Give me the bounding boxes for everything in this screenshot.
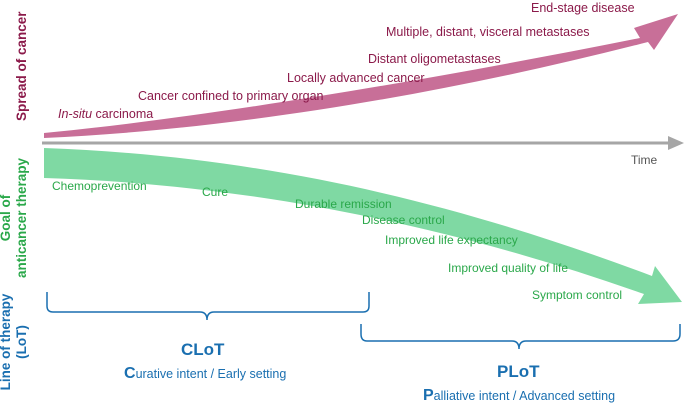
clot-subtitle: Curative intent / Early setting xyxy=(124,365,286,382)
goal-of-therapy-arrow xyxy=(44,148,682,304)
goal-cure: Cure xyxy=(202,185,228,199)
time-label: Time xyxy=(631,153,658,167)
spread-of-cancer-title: Spread of cancer xyxy=(14,11,29,121)
goal-of-therapy-title-line2: anticancer therapy xyxy=(14,157,29,278)
stage-multiple-metastases: Multiple, distant, visceral metastases xyxy=(386,25,590,39)
stage-oligometastases: Distant oligometastases xyxy=(368,52,501,66)
plot-subtitle: Palliative intent / Advanced setting xyxy=(423,387,615,404)
goal-of-therapy-title-line1: Goal of xyxy=(0,194,13,241)
plot-title: PLoT xyxy=(497,362,540,381)
stage-confined-to-organ: Cancer confined to primary organ xyxy=(138,89,324,103)
stage-in-situ-carcinoma: In-situ carcinoma xyxy=(58,107,153,121)
goal-disease-control: Disease control xyxy=(362,213,445,227)
goal-durable-remission: Durable remission xyxy=(295,197,392,211)
plot-brace xyxy=(360,324,681,350)
line-of-therapy-title-line2: (LoT) xyxy=(14,325,29,359)
goal-symptom-control: Symptom control xyxy=(532,288,622,302)
clot-title: CLoT xyxy=(181,340,225,359)
stage-locally-advanced: Locally advanced cancer xyxy=(287,71,425,85)
line-of-therapy-title-line1: Line of therapy xyxy=(0,293,13,390)
clot-brace xyxy=(46,292,370,321)
time-axis-arrowhead xyxy=(668,136,684,150)
stage-end-stage-disease: End-stage disease xyxy=(531,1,635,15)
goal-chemoprevention: Chemoprevention xyxy=(52,179,147,193)
goal-quality-of-life: Improved quality of life xyxy=(448,261,568,275)
goal-life-expectancy: Improved life expectancy xyxy=(385,233,518,247)
